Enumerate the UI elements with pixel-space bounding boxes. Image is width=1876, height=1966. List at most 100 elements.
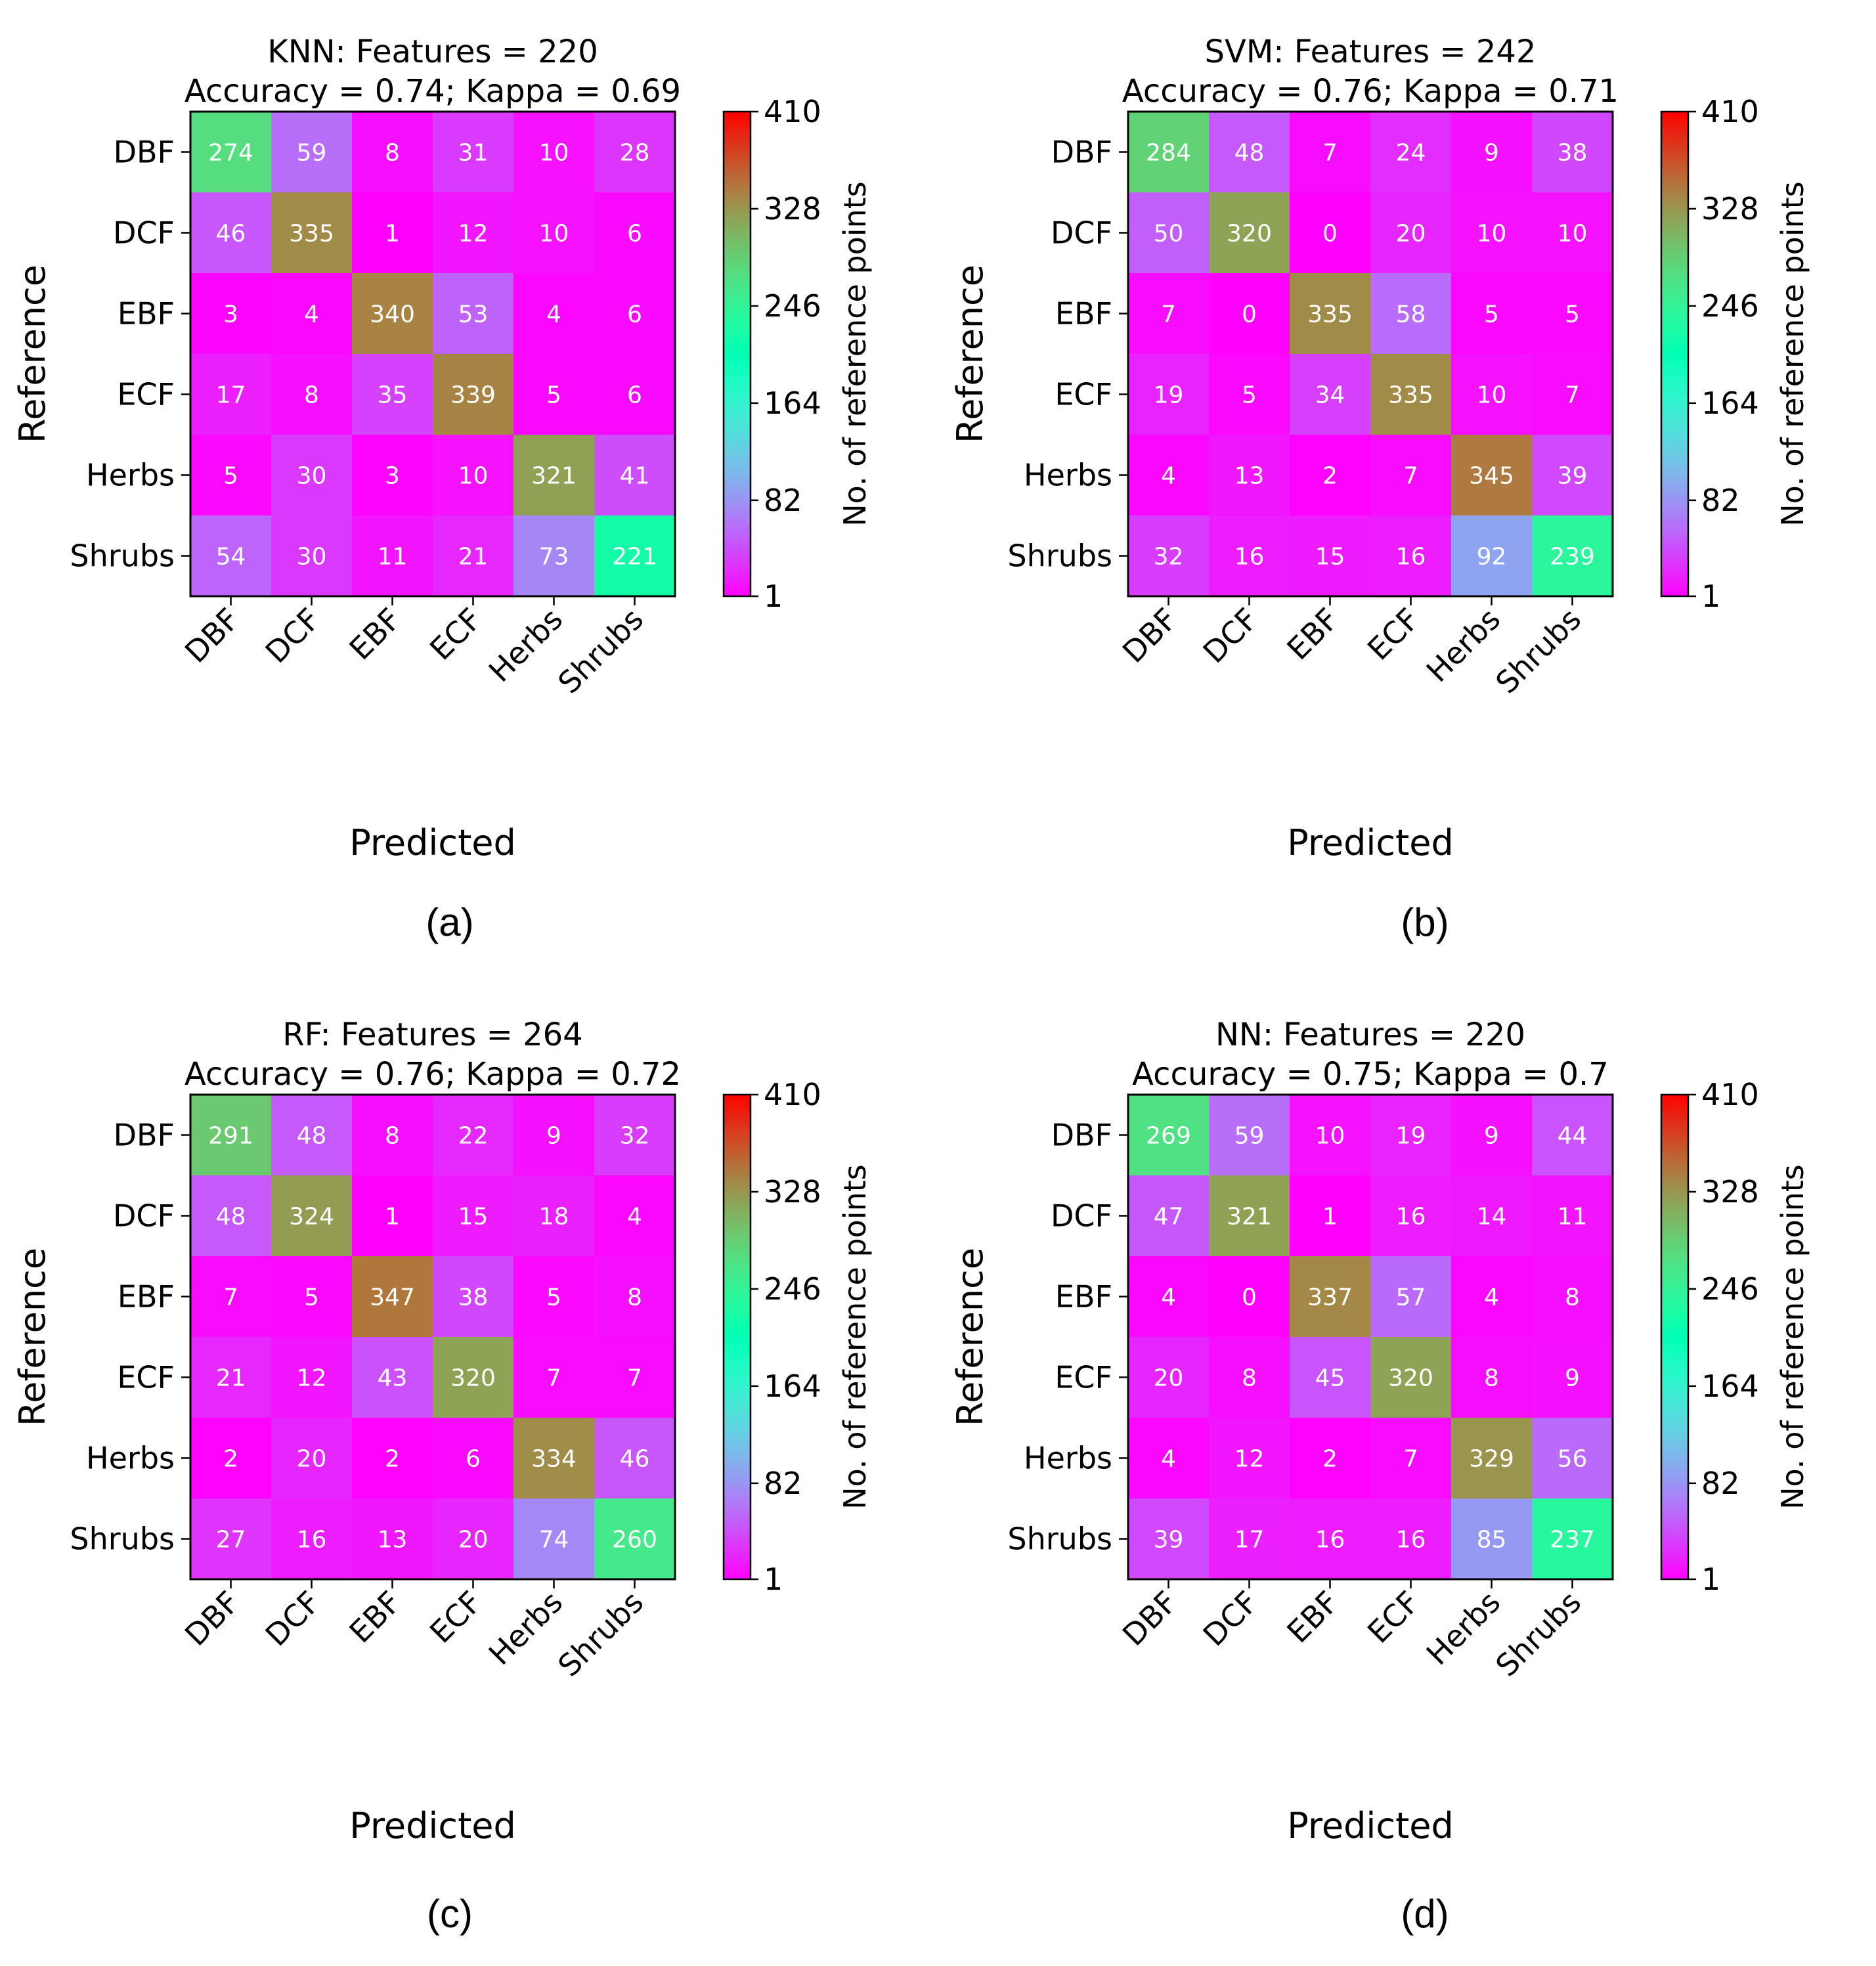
- heatmap-cell: [352, 435, 433, 516]
- cell-value-label: 221: [612, 544, 657, 571]
- cell-value-label: 2: [1322, 463, 1338, 490]
- heatmap-cell: [1209, 1175, 1290, 1257]
- colorbar-tick-label: 1: [1701, 1562, 1720, 1597]
- cell-value-label: 6: [627, 382, 642, 409]
- colorbar-tick-label: 328: [764, 1174, 821, 1210]
- colorbar-tick-label: 1: [764, 1562, 783, 1597]
- cell-value-label: 7: [1403, 463, 1418, 490]
- y-tick-label: EBF: [118, 1279, 175, 1315]
- cell-value-label: 10: [539, 140, 569, 167]
- cell-value-label: 27: [216, 1527, 246, 1554]
- colorbar-tick-label: 246: [764, 288, 821, 324]
- cell-value-label: 9: [1484, 1123, 1499, 1150]
- heatmap-cell: [513, 1095, 595, 1176]
- y-tick-label: ECF: [117, 1360, 175, 1395]
- heatmap-cell: [594, 192, 676, 274]
- heatmap-cell: [1209, 515, 1290, 597]
- cell-value-label: 0: [1242, 301, 1257, 328]
- x-tick-label: EBF: [343, 1584, 408, 1650]
- cell-value-label: 8: [1242, 1365, 1257, 1392]
- y-tick-label: EBF: [118, 296, 175, 332]
- heatmap-cell: [594, 1256, 676, 1338]
- cell-value-label: 7: [1403, 1446, 1418, 1473]
- cell-value-label: 10: [539, 221, 569, 248]
- cell-value-label: 16: [1396, 1527, 1426, 1554]
- heatmap-cell: [1128, 354, 1210, 435]
- colorbar-label: No. of reference points: [1775, 1164, 1810, 1510]
- y-tick-label: DCF: [113, 1198, 175, 1234]
- cell-value-label: 329: [1469, 1446, 1514, 1473]
- heatmap-cell: [1370, 1498, 1452, 1580]
- cell-value-label: 274: [208, 140, 253, 167]
- heatmap-cell: [1532, 435, 1613, 516]
- heatmap-cell: [513, 192, 595, 274]
- heatmap-cell: [594, 273, 676, 355]
- heatmap-cell: [1451, 112, 1533, 193]
- cell-value-label: 73: [539, 544, 569, 571]
- x-axis-label: Predicted: [349, 1805, 516, 1846]
- heatmap-cell: [1532, 112, 1613, 193]
- y-tick-label: Herbs: [1024, 458, 1112, 493]
- x-tick-label: ECF: [1361, 601, 1426, 667]
- heatmap-cell: [1532, 1418, 1613, 1499]
- colorbar-label: No. of reference points: [837, 1164, 873, 1510]
- heatmap-cell: [513, 354, 595, 435]
- colorbar-tick-label: 328: [764, 191, 821, 227]
- heatmap-cell: [1209, 192, 1290, 274]
- heatmap-cell: [190, 1175, 272, 1257]
- cell-value-label: 6: [466, 1446, 481, 1473]
- heatmap-cell: [1290, 1498, 1371, 1580]
- chart-title: NN: Features = 220: [1215, 1016, 1525, 1053]
- heatmap-cell: [352, 515, 433, 597]
- cell-value-label: 6: [627, 221, 642, 248]
- cell-value-label: 34: [1315, 382, 1345, 409]
- cell-value-label: 9: [546, 1123, 561, 1150]
- heatmap-cell: [1451, 1337, 1533, 1418]
- heatmap-cell: [271, 112, 353, 193]
- colorbar-tick-label: 410: [1701, 94, 1759, 129]
- cell-value-label: 8: [1484, 1365, 1499, 1392]
- y-tick-label: ECF: [1055, 1360, 1112, 1395]
- heatmap-cell: [271, 515, 353, 597]
- heatmap-cell: [1532, 192, 1613, 274]
- chart-title: RF: Features = 264: [282, 1016, 582, 1053]
- heatmap-cell: [1370, 1095, 1452, 1176]
- cell-value-label: 32: [620, 1123, 650, 1150]
- cell-value-label: 2: [1322, 1446, 1338, 1473]
- cell-value-label: 14: [1477, 1204, 1507, 1231]
- heatmap-cell: [1370, 354, 1452, 435]
- heatmap-cell: [190, 515, 272, 597]
- heatmap-cell: [190, 1337, 272, 1418]
- cell-value-label: 20: [1154, 1365, 1184, 1392]
- heatmap-cell: [433, 515, 514, 597]
- cell-value-label: 335: [1388, 382, 1433, 409]
- cell-value-label: 10: [1558, 221, 1588, 248]
- cell-value-label: 4: [546, 301, 561, 328]
- colorbar-label: No. of reference points: [837, 181, 873, 527]
- cell-value-label: 38: [458, 1284, 489, 1311]
- heatmap-cell: [513, 1175, 595, 1257]
- heatmap-cell: [1128, 1256, 1210, 1338]
- heatmap-cell: [513, 1498, 595, 1580]
- cell-value-label: 46: [620, 1446, 650, 1473]
- heatmap-cell: [594, 354, 676, 435]
- panel-caption-d: (d): [1401, 1892, 1449, 1936]
- heatmap-cell: [1370, 1418, 1452, 1499]
- heatmap-frame: [189, 1093, 676, 1581]
- cell-value-label: 337: [1307, 1284, 1353, 1311]
- heatmap-cell: [1370, 1256, 1452, 1338]
- heatmap-cell: [1532, 354, 1613, 435]
- x-tick-label: DCF: [1196, 1584, 1265, 1653]
- cell-value-label: 12: [458, 221, 489, 248]
- heatmap-cell: [352, 273, 433, 355]
- heatmap-cell: [271, 1256, 353, 1338]
- cell-value-label: 48: [297, 1123, 327, 1150]
- colorbar-tick-label: 1: [764, 579, 783, 614]
- panel-caption-c: (c): [427, 1892, 473, 1936]
- x-tick-label: Shrubs: [1489, 1584, 1588, 1684]
- cell-value-label: 10: [1477, 221, 1507, 248]
- heatmap-cell: [1209, 354, 1290, 435]
- cell-value-label: 8: [304, 382, 319, 409]
- cell-value-label: 7: [627, 1365, 642, 1392]
- heatmap-cell: [1370, 192, 1452, 274]
